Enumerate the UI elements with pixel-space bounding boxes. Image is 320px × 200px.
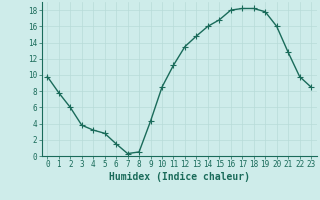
X-axis label: Humidex (Indice chaleur): Humidex (Indice chaleur) xyxy=(109,172,250,182)
